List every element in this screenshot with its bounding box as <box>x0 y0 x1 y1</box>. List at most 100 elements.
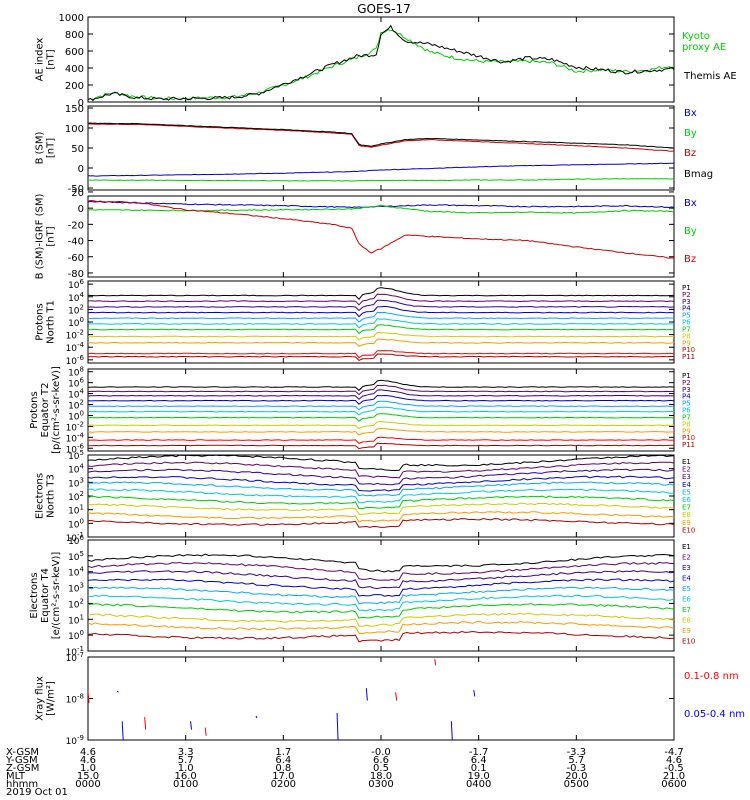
channel-line-p4 <box>88 394 674 405</box>
y-tick-label: 10-6 <box>66 442 85 455</box>
ephemeris-cell: 1.0 <box>80 763 96 774</box>
legend-e4: E4 <box>682 575 691 583</box>
y-axis-label: North T3 <box>46 474 57 518</box>
legend-e9: E9 <box>682 627 691 635</box>
legend-p5: P5 <box>682 400 691 408</box>
y-tick-label: -20 <box>68 220 84 231</box>
y-tick-label: 106 <box>68 278 84 291</box>
y-tick-label: 104 <box>68 566 84 579</box>
panel-electrons_t4: 106 105 104 103 102 101 100 10-1 Electrons Equato… <box>29 534 695 658</box>
channel-line-p2 <box>88 384 674 396</box>
y-tick-label: 101 <box>68 504 84 517</box>
y-tick-label: 105 <box>68 550 84 563</box>
legend-bz: Bz <box>684 254 696 265</box>
xray-segment <box>190 721 193 730</box>
y-axis-label: [W/m²] <box>46 681 57 716</box>
y-tick-label: 10-6 <box>66 354 85 367</box>
legend-0-05-0-4-nm: 0.05-0.4 nm <box>684 709 745 720</box>
y-tick-label: 105 <box>68 449 84 462</box>
channel-line-e5 <box>88 586 674 605</box>
ephemeris-cell: 5.7 <box>178 755 194 766</box>
y-axis-label: [p/(cm²-s-sr-keV)] <box>51 366 62 454</box>
ephemeris-cell: 4.6 <box>666 755 682 766</box>
ephemeris-cell: 3.3 <box>178 747 194 758</box>
legend-p8: P8 <box>682 332 691 340</box>
plot-area <box>88 122 674 182</box>
series-line-bz <box>88 123 674 152</box>
legend-e6: E6 <box>682 496 691 504</box>
legend-e8: E8 <box>682 511 691 519</box>
y-tick-label: 600 <box>65 47 84 58</box>
legend-e5: E5 <box>682 585 691 593</box>
legend-p9: P9 <box>682 427 691 435</box>
ephemeris-cell: 0500 <box>564 779 589 790</box>
legend-p2: P2 <box>682 379 691 387</box>
ephemeris-label: Z-GSM <box>6 763 39 774</box>
ephemeris-cell: 0.1 <box>471 763 487 774</box>
y-axis-label: Protons <box>35 303 46 340</box>
y-tick-label: 102 <box>68 303 84 316</box>
y-tick-label: -50 <box>68 184 84 195</box>
channel-line-e8 <box>88 502 674 515</box>
channel-line-p3 <box>88 299 674 312</box>
y-axis-label: [nT] <box>46 226 57 246</box>
legend-0-1-0-8-nm: 0.1-0.8 nm <box>684 671 739 682</box>
y-tick-label: -80 <box>68 269 84 280</box>
ephemeris-label: 2019 Oct 01 <box>6 787 68 798</box>
y-tick-label: 400 <box>65 64 84 75</box>
channel-line-e3 <box>88 468 674 486</box>
channel-line-p7 <box>88 324 674 335</box>
panel-frame <box>87 368 675 452</box>
y-axis-label: Protons <box>29 391 40 428</box>
ephemeris-cell: 1.0 <box>178 763 194 774</box>
y-tick-label: 10-1 <box>66 645 84 658</box>
legend-e9: E9 <box>682 519 691 527</box>
channel-line-e7 <box>88 603 674 619</box>
panel-xray: 10-7 10-8 10-9 Xray flux [W/m²] 0.1-0.8 nm 0.0… <box>35 651 746 747</box>
y-tick-label: 104 <box>68 388 84 401</box>
panel-frame <box>87 656 675 741</box>
ephemeris-cell: -3.3 <box>567 747 587 758</box>
legend-e1: E1 <box>682 458 691 466</box>
legend-e8: E8 <box>682 617 691 625</box>
channel-line-p4 <box>88 305 674 318</box>
ephemeris-cell: 4.6 <box>80 755 96 766</box>
xray-segment <box>365 688 368 701</box>
series-line-kyoto-proxy-ae <box>88 29 674 101</box>
channel-line-e3 <box>88 570 674 590</box>
y-axis-label: Electrons <box>35 473 46 519</box>
legend-p6: P6 <box>682 407 691 415</box>
legend-e3: E3 <box>682 564 691 572</box>
legend-by: By <box>684 128 697 139</box>
ephemeris-label: Y-GSM <box>5 755 38 766</box>
series-line-bmag <box>88 122 674 149</box>
y-tick-label: 102 <box>68 490 84 503</box>
channel-line-p8 <box>88 420 674 430</box>
legend-p1: P1 <box>682 284 691 292</box>
y-tick-label: 100 <box>68 517 84 530</box>
ephemeris-label: MLT <box>6 771 26 782</box>
y-axis-label: [nT] <box>46 138 57 158</box>
series-line-bx <box>88 200 674 209</box>
channel-line-p1 <box>88 379 674 392</box>
y-tick-label: 10-2 <box>66 329 84 342</box>
xray-segment <box>121 721 124 740</box>
ephemeris-cell: 6.4 <box>471 755 487 766</box>
y-tick-label: 1000 <box>59 13 84 24</box>
legend-p2: P2 <box>682 291 691 299</box>
channel-line-p5 <box>88 400 674 411</box>
y-tick-label: 101 <box>68 613 84 626</box>
channel-line-e1 <box>88 455 674 471</box>
legend-p10: P10 <box>682 434 695 442</box>
legend-e6: E6 <box>682 596 691 604</box>
legend-e1: E1 <box>682 543 691 551</box>
channel-line-p9 <box>88 428 674 436</box>
xray-segment <box>116 690 119 693</box>
channel-line-e6 <box>88 594 674 612</box>
xray-segment <box>473 690 476 697</box>
y-tick-label: 10-4 <box>66 431 85 444</box>
ephemeris-label: X-GSM <box>6 747 39 758</box>
ephemeris-cell: 0300 <box>368 779 393 790</box>
xray-segment <box>144 717 147 730</box>
